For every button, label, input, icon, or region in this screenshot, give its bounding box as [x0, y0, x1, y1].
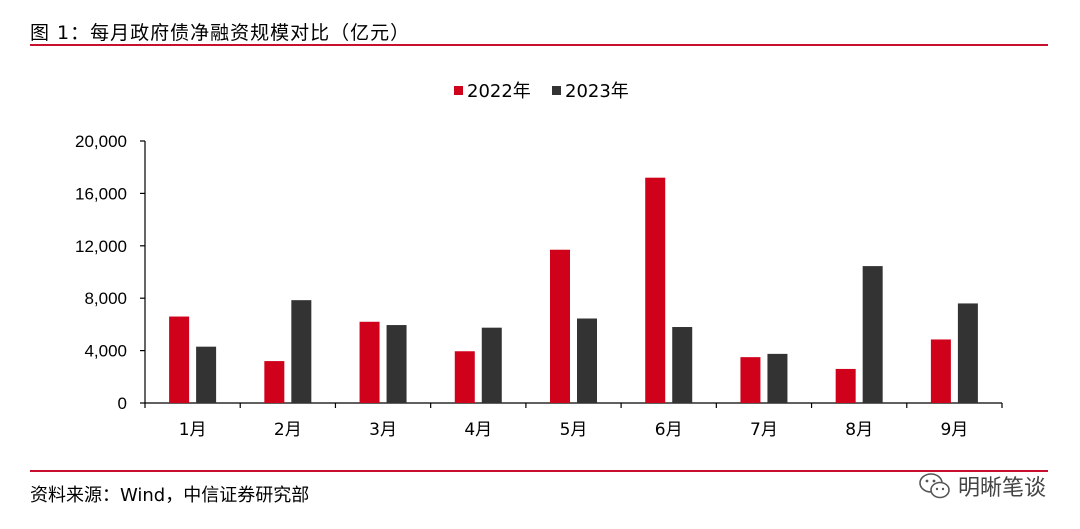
chart-legend: 2022年 2023年 — [454, 81, 629, 102]
x-tick-label: 2月 — [274, 420, 302, 440]
y-tick-label: 4,000 — [84, 342, 127, 361]
source-note: 资料来源：Wind，中信证券研究部 — [30, 485, 310, 506]
bar-2022年-6月 — [645, 177, 666, 403]
bar-2022年-1月 — [169, 316, 190, 403]
top-divider — [30, 44, 1048, 46]
bar-2022年-5月 — [550, 249, 570, 403]
x-tick-label: 4月 — [464, 420, 492, 440]
bar-2023年-3月 — [386, 325, 407, 403]
x-tick-label: 1月 — [179, 420, 207, 440]
x-tick-label: 5月 — [560, 420, 588, 440]
legend-swatch — [552, 86, 561, 95]
watermark-text: 明晰笔谈 — [957, 476, 1046, 501]
bar-2023年-2月 — [291, 300, 312, 403]
bar-2023年-8月 — [862, 266, 883, 403]
watermark: 明晰笔谈 — [918, 470, 1046, 502]
x-tick-label: 6月 — [655, 420, 683, 440]
y-tick-label: 0 — [118, 394, 127, 413]
x-tick-label: 7月 — [750, 420, 778, 440]
legend-label: 2023年 — [565, 81, 629, 102]
bar-2022年-2月 — [264, 361, 285, 403]
bar-2022年-3月 — [359, 321, 380, 403]
y-tick-label: 20,000 — [75, 132, 127, 151]
bottom-divider — [30, 470, 1048, 472]
bar-2022年-9月 — [930, 339, 951, 403]
x-tick-label: 3月 — [369, 420, 397, 440]
figure-title: 图 1：每月政府债净融资规模对比（亿元） — [30, 22, 411, 44]
x-axis: 1月 2月 3月 4月 5月 6月 7月 8月 9月 — [144, 402, 1003, 440]
legend-label: 2022年 — [467, 81, 531, 102]
x-tick-label: 8月 — [845, 420, 873, 440]
x-tick-label: 9月 — [940, 420, 968, 440]
bar-2022年-8月 — [835, 368, 856, 403]
bar-2022年-7月 — [740, 357, 761, 403]
y-tick-label: 16,000 — [75, 184, 127, 203]
bar-2022年-4月 — [454, 351, 475, 403]
y-tick-label: 12,000 — [75, 237, 127, 256]
y-tick-label: 8,000 — [84, 289, 127, 308]
bar-2023年-7月 — [767, 353, 788, 403]
legend-swatch — [454, 86, 463, 95]
bar-2023年-4月 — [481, 327, 502, 403]
y-axis: 0 4,000 8,000 12,000 16,000 20,000 — [75, 132, 146, 413]
bar-2023年-1月 — [196, 346, 217, 403]
bar-2023年-5月 — [577, 318, 597, 403]
bar-2023年-9月 — [957, 303, 978, 403]
bar-2023年-6月 — [672, 327, 693, 403]
bars-group — [169, 177, 978, 403]
wechat-icon — [919, 473, 950, 499]
